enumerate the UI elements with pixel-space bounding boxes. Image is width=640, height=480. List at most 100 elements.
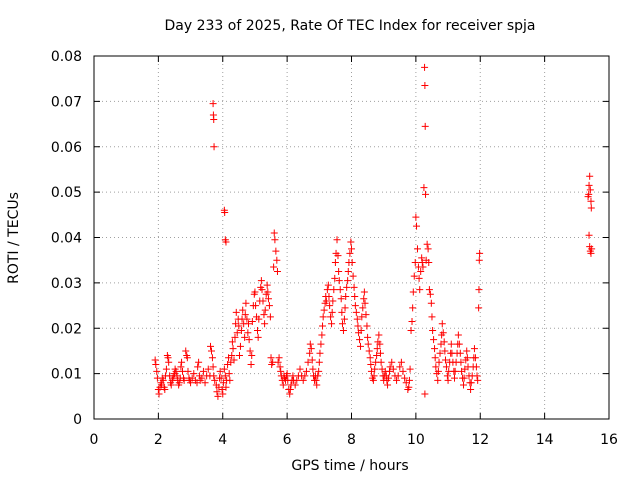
data-point bbox=[241, 333, 249, 341]
data-point bbox=[373, 351, 381, 359]
data-point bbox=[217, 374, 225, 382]
data-point bbox=[236, 342, 244, 350]
data-point bbox=[252, 302, 260, 310]
data-point bbox=[286, 390, 294, 398]
data-point bbox=[243, 315, 251, 323]
data-point bbox=[204, 365, 212, 373]
data-point bbox=[429, 327, 437, 335]
data-point bbox=[460, 381, 468, 389]
data-point bbox=[401, 374, 409, 382]
data-point bbox=[254, 333, 262, 341]
data-point bbox=[588, 245, 596, 253]
data-point bbox=[442, 363, 450, 371]
data-point bbox=[362, 311, 370, 319]
data-point bbox=[270, 263, 278, 271]
x-tick-label: 16 bbox=[600, 432, 618, 448]
data-point bbox=[182, 347, 190, 355]
data-point bbox=[296, 365, 304, 373]
data-point bbox=[454, 331, 462, 339]
y-tick-label: 0.05 bbox=[51, 185, 82, 201]
data-point bbox=[434, 376, 442, 384]
data-point bbox=[270, 229, 278, 237]
data-point bbox=[274, 358, 282, 366]
data-point bbox=[343, 283, 351, 291]
data-point bbox=[409, 304, 417, 312]
data-point bbox=[426, 290, 434, 298]
data-point bbox=[320, 306, 328, 314]
data-point bbox=[286, 386, 294, 394]
grid-lines bbox=[94, 56, 609, 419]
data-point bbox=[467, 379, 475, 387]
data-point bbox=[413, 245, 421, 253]
data-point bbox=[451, 374, 458, 382]
data-point bbox=[415, 274, 423, 282]
data-point bbox=[360, 288, 368, 296]
data-point bbox=[231, 333, 239, 341]
data-point bbox=[314, 372, 322, 380]
data-point bbox=[247, 361, 255, 369]
data-point bbox=[211, 376, 219, 384]
data-point bbox=[172, 367, 180, 375]
data-point bbox=[209, 363, 217, 371]
data-point bbox=[356, 336, 364, 344]
data-point bbox=[302, 367, 310, 375]
y-axis: 0 0.01 0.02 0.03 0.04 0.05 0.06 0.07 0.08 bbox=[51, 49, 609, 428]
x-axis: 0 2 4 6 8 10 12 14 16 bbox=[90, 56, 618, 448]
data-point bbox=[318, 331, 326, 339]
data-point bbox=[237, 327, 245, 335]
data-point bbox=[187, 379, 195, 387]
data-point bbox=[405, 376, 413, 384]
data-point bbox=[257, 277, 265, 285]
data-point bbox=[432, 363, 440, 371]
data-point bbox=[313, 381, 321, 389]
data-point bbox=[279, 381, 287, 389]
data-point bbox=[418, 258, 426, 266]
data-point bbox=[456, 349, 464, 357]
data-point bbox=[399, 367, 407, 375]
data-point bbox=[413, 222, 421, 230]
data-point bbox=[273, 268, 281, 276]
data-point bbox=[394, 372, 402, 380]
data-point bbox=[375, 331, 383, 339]
data-point bbox=[586, 186, 594, 194]
data-point bbox=[251, 288, 259, 296]
data-point bbox=[258, 286, 266, 294]
data-point bbox=[421, 390, 429, 398]
data-point bbox=[248, 351, 256, 359]
data-point bbox=[337, 295, 345, 303]
data-point bbox=[210, 143, 218, 151]
data-point bbox=[167, 381, 175, 389]
data-point bbox=[309, 365, 317, 373]
data-point bbox=[235, 322, 243, 330]
data-point bbox=[213, 388, 221, 396]
data-point bbox=[463, 347, 471, 355]
data-point bbox=[385, 367, 393, 375]
data-point bbox=[472, 363, 480, 371]
data-point bbox=[441, 347, 449, 355]
data-point bbox=[431, 354, 439, 362]
data-point bbox=[264, 295, 272, 303]
x-tick-label: 10 bbox=[407, 432, 425, 448]
data-point bbox=[328, 308, 336, 316]
data-point bbox=[412, 213, 420, 221]
data-point bbox=[230, 356, 238, 364]
data-point bbox=[360, 295, 368, 303]
data-point bbox=[261, 306, 269, 314]
data-point bbox=[423, 240, 431, 248]
data-point bbox=[254, 327, 262, 335]
data-point bbox=[352, 308, 360, 316]
data-point bbox=[416, 286, 424, 294]
data-point bbox=[475, 286, 483, 294]
data-point bbox=[430, 336, 438, 344]
data-point bbox=[304, 358, 312, 366]
data-point bbox=[220, 365, 228, 373]
data-point bbox=[476, 249, 484, 257]
data-point bbox=[365, 347, 373, 355]
data-point bbox=[162, 365, 170, 373]
data-point bbox=[370, 372, 378, 380]
data-point bbox=[587, 249, 595, 257]
data-point bbox=[587, 204, 595, 212]
data-point bbox=[333, 236, 341, 244]
data-point bbox=[327, 313, 335, 321]
data-point bbox=[463, 354, 471, 362]
